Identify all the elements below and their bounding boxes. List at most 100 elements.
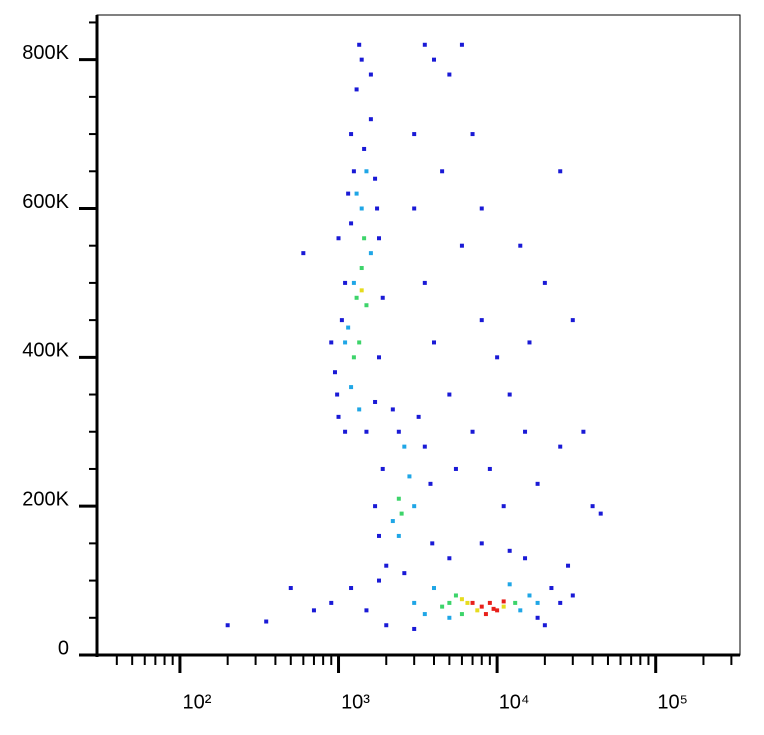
scatter-point xyxy=(483,612,488,617)
x-tick-label: 10⁴ xyxy=(499,691,530,713)
scatter-point xyxy=(542,280,547,285)
scatter-point xyxy=(535,481,540,486)
scatter-point xyxy=(225,623,230,628)
scatter-point xyxy=(487,466,492,471)
scatter-point xyxy=(447,600,452,605)
scatter-point xyxy=(507,582,512,587)
scatter-point xyxy=(495,608,500,613)
scatter-point xyxy=(354,87,359,92)
plot-frame xyxy=(96,14,741,656)
scatter-point xyxy=(346,191,351,196)
y-tick-label: 600K xyxy=(22,191,69,213)
x-tick-label: 10³ xyxy=(341,691,370,713)
scatter-point xyxy=(343,429,348,434)
scatter-point xyxy=(380,466,385,471)
scatter-point xyxy=(349,132,354,137)
scatter-point xyxy=(479,604,484,609)
scatter-point xyxy=(422,280,427,285)
scatter-point xyxy=(495,355,500,360)
scatter-point xyxy=(507,548,512,553)
scatter-point xyxy=(518,243,523,248)
scatter-point xyxy=(501,599,506,604)
scatter-point xyxy=(518,608,523,613)
scatter-point xyxy=(465,600,470,605)
scatter-point xyxy=(447,392,452,397)
scatter-point xyxy=(399,511,404,516)
scatter-point xyxy=(373,399,378,404)
scatter-point xyxy=(346,325,351,330)
scatter-point xyxy=(412,600,417,605)
scatter-point xyxy=(487,600,492,605)
scatter-point xyxy=(351,280,356,285)
scatter-point xyxy=(453,466,458,471)
scatter-point xyxy=(570,593,575,598)
scatter-point xyxy=(396,496,401,501)
scatter-point xyxy=(336,236,341,241)
scatter-point xyxy=(377,236,382,241)
scatter-point xyxy=(412,626,417,631)
x-tick-label: 10² xyxy=(182,691,211,713)
scatter-point xyxy=(447,615,452,620)
scatter-point xyxy=(364,429,369,434)
scatter-point xyxy=(535,600,540,605)
y-tick-label: 400K xyxy=(22,340,69,362)
scatter-point xyxy=(380,295,385,300)
scatter-point xyxy=(566,563,571,568)
scatter-point xyxy=(359,57,364,62)
scatter-point xyxy=(470,429,475,434)
scatter-point xyxy=(432,586,437,591)
scatter-point xyxy=(479,541,484,546)
scatter-point xyxy=(501,504,506,509)
scatter-point xyxy=(432,57,437,62)
scatter-point xyxy=(412,132,417,137)
scatter-point xyxy=(590,504,595,509)
scatter-point xyxy=(368,117,373,122)
scatter-point xyxy=(364,608,369,613)
scatter-point xyxy=(440,169,445,174)
scatter-point xyxy=(459,612,464,617)
scatter-point xyxy=(402,571,407,576)
scatter-point xyxy=(416,414,421,419)
scatter-point xyxy=(343,340,348,345)
scatter-point xyxy=(362,146,367,151)
scatter-point xyxy=(384,563,389,568)
scatter-point xyxy=(598,511,603,516)
scatter-point xyxy=(428,481,433,486)
scatter-point xyxy=(349,221,354,226)
scatter-point xyxy=(332,370,337,375)
y-tick-label: 200K xyxy=(22,488,69,510)
scatter-point xyxy=(359,288,364,293)
scatter-point xyxy=(349,385,354,390)
scatter-point xyxy=(359,266,364,271)
scatter-point xyxy=(447,72,452,77)
scatter-point xyxy=(581,429,586,434)
scatter-point xyxy=(412,206,417,211)
scatter-point xyxy=(396,533,401,538)
scatter-point xyxy=(507,392,512,397)
scatter-point xyxy=(549,586,554,591)
scatter-point xyxy=(479,318,484,323)
scatter-point xyxy=(422,612,427,617)
scatter-point xyxy=(390,407,395,412)
scatter-point xyxy=(357,407,362,412)
scatter-point xyxy=(357,42,362,47)
scatter-point xyxy=(440,604,445,609)
scatter-point xyxy=(362,236,367,241)
scatter-point xyxy=(377,578,382,583)
scatter-point xyxy=(357,340,362,345)
scatter-point xyxy=(527,593,532,598)
scatter-point xyxy=(513,600,518,605)
scatter-point xyxy=(364,169,369,174)
scatter-point xyxy=(453,593,458,598)
scatter-point xyxy=(377,355,382,360)
scatter-point xyxy=(336,414,341,419)
scatter-point xyxy=(373,504,378,509)
scatter-point xyxy=(264,619,269,624)
scatter-point xyxy=(459,597,464,602)
scatter-point xyxy=(359,206,364,211)
scatter-point xyxy=(430,541,435,546)
scatter-point xyxy=(335,392,340,397)
scatter-point xyxy=(447,556,452,561)
scatter-point xyxy=(402,444,407,449)
